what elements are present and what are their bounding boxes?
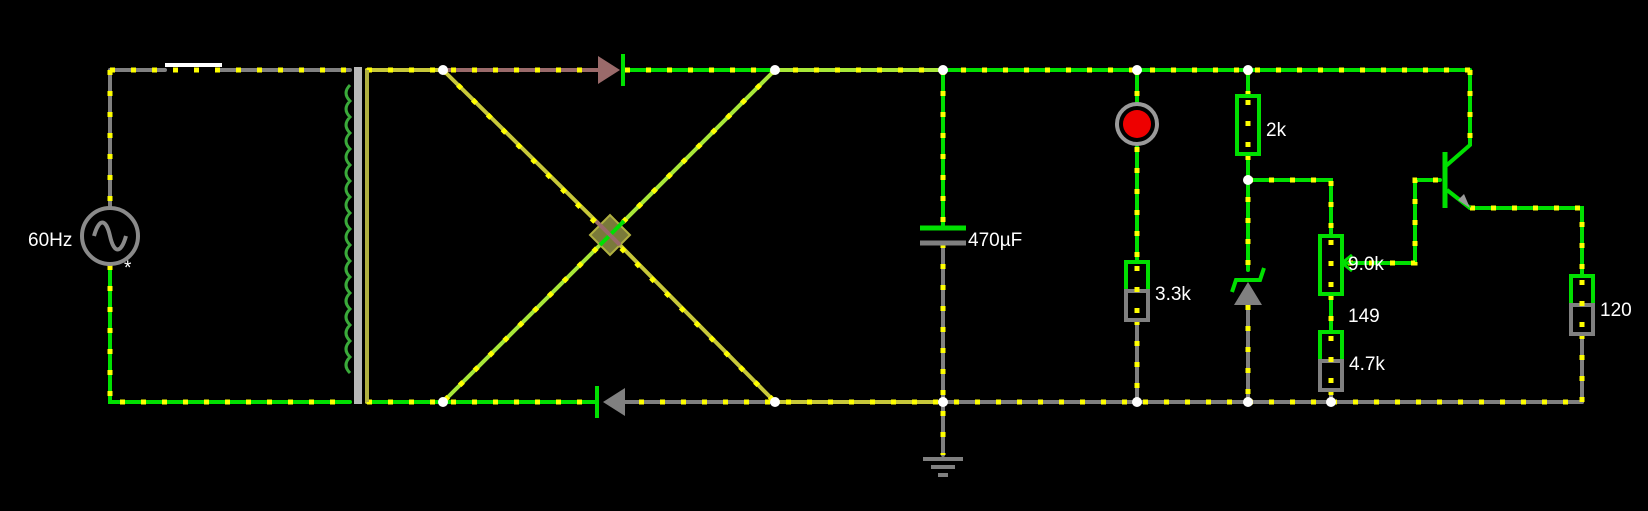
resistor-120[interactable]: 120 [1569,274,1632,336]
diode-top[interactable] [598,54,625,86]
wire-primary-left-bottom[interactable] [108,263,352,404]
transformer[interactable] [344,67,369,404]
wire-emitter[interactable] [1468,206,1584,278]
diode-bottom[interactable] [595,386,625,418]
diode-bridge-center[interactable] [588,213,632,257]
resistor-120-label: 120 [1600,300,1632,321]
resistor-3k3[interactable]: 3.3k [1124,260,1191,322]
potentiometer-label: 9.0k [1348,254,1384,275]
junction-nodes [438,65,1336,407]
capacitor-label: 470µF [968,230,1022,251]
potentiometer-wiper-icon[interactable] [1341,253,1360,273]
transistor-label: 149 [1348,306,1380,327]
transistor[interactable]: 149 [1348,152,1472,327]
resistor-2k[interactable]: 2k [1235,94,1287,156]
ac-frequency-label: 60Hz [28,230,72,251]
resistor-2k-label: 2k [1266,120,1287,141]
resistor-3k3-label: 3.3k [1155,284,1191,305]
resistor-4k7[interactable]: 4.7k [1318,330,1385,392]
wire-to-pot[interactable] [1246,178,1333,236]
potentiometer[interactable]: 9.0k [1318,234,1384,296]
transformer-primary-coil [344,83,353,375]
led-lamp [1123,110,1151,138]
ac-source[interactable]: 60Hz * [28,206,140,279]
capacitor[interactable]: 470µF [920,225,1022,251]
ground-symbol [923,457,963,477]
zener-diode[interactable] [1230,267,1266,305]
wire-wiper-to-base[interactable] [1346,178,1442,265]
ac-polarity-marker: * [124,258,132,279]
wire-collector[interactable] [1445,68,1472,167]
resistor-4k7-label: 4.7k [1349,354,1385,375]
ac-sine-wave-icon [92,220,128,252]
led[interactable] [1115,102,1159,146]
